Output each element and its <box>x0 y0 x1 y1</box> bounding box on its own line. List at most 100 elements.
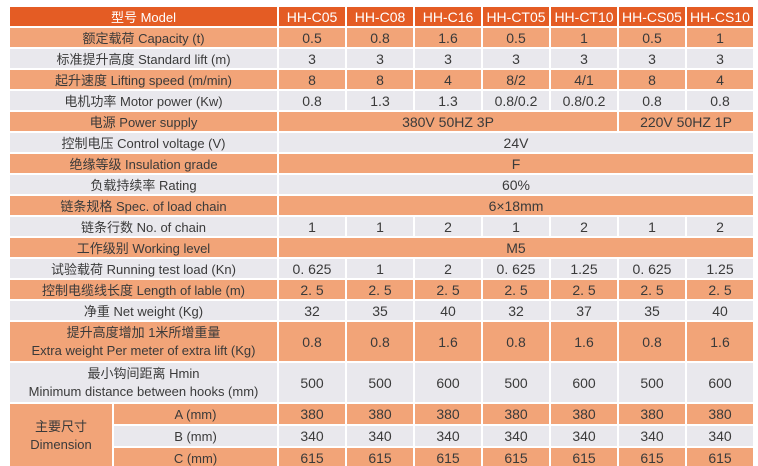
model-header: HH-CT05 <box>483 7 549 26</box>
value-cell: 40 <box>415 301 481 320</box>
value-cell: 6×18mm <box>279 196 753 215</box>
value-cell: 1 <box>619 217 685 236</box>
value-cell: 0.8 <box>347 322 413 361</box>
model-header: HH-C16 <box>415 7 481 26</box>
value-cell: 600 <box>551 363 617 402</box>
value-cell: 340 <box>279 426 345 446</box>
value-cell: 2. 5 <box>619 280 685 299</box>
value-cell: 340 <box>687 426 753 446</box>
row-label: 控制电压 Control voltage (V) <box>10 133 277 152</box>
value-cell: 615 <box>279 448 345 466</box>
dimension-group-label: 主要尺寸 Dimension <box>10 404 112 466</box>
value-cell: 600 <box>415 363 481 402</box>
value-cell: 0.8 <box>619 91 685 110</box>
value-cell: 3 <box>551 49 617 68</box>
value-cell: 380 <box>687 404 753 424</box>
value-cell: 1.6 <box>415 28 481 47</box>
value-cell: 500 <box>347 363 413 402</box>
header-row: 型号 Model HH-C05 HH-C08 HH-C16 HH-CT05 HH-CT10… <box>10 7 753 26</box>
table-row: 负载持续率 Rating 60% <box>10 175 753 194</box>
row-label: 最小钩间距离 Hmin Minimum distance between hook… <box>10 363 277 402</box>
value-cell: 0. 625 <box>619 259 685 278</box>
value-cell: 500 <box>279 363 345 402</box>
value-cell: 4 <box>415 70 481 89</box>
value-cell: 2 <box>415 259 481 278</box>
dimension-row: C (mm) 615 615 615 615 615 615 615 <box>10 448 753 466</box>
value-cell: 615 <box>687 448 753 466</box>
table-row: 提升高度增加 1米所增重量 Extra weight Per meter of e… <box>10 322 753 361</box>
value-cell: 32 <box>279 301 345 320</box>
row-label: 起升速度 Lifting speed (m/min) <box>10 70 277 89</box>
value-cell: 0.5 <box>279 28 345 47</box>
value-cell: 615 <box>347 448 413 466</box>
value-cell: 3 <box>415 49 481 68</box>
label-line-zh: 提升高度增加 1米所增重量 <box>66 324 221 340</box>
dimension-row: B (mm) 340 340 340 340 340 340 340 <box>10 426 753 446</box>
row-label: 电机功率 Motor power (Kw) <box>10 91 277 110</box>
value-cell: 340 <box>619 426 685 446</box>
value-cell: 615 <box>415 448 481 466</box>
value-cell: F <box>279 154 753 173</box>
model-header: HH-C08 <box>347 7 413 26</box>
value-cell: 615 <box>619 448 685 466</box>
model-header: HH-CS05 <box>619 7 685 26</box>
value-cell: 8 <box>279 70 345 89</box>
value-cell: 0.8/0.2 <box>551 91 617 110</box>
value-cell: 2. 5 <box>415 280 481 299</box>
value-cell: 3 <box>483 49 549 68</box>
label-line-zh: 主要尺寸 <box>34 419 87 435</box>
value-cell: 0.8 <box>483 322 549 361</box>
value-cell: 35 <box>619 301 685 320</box>
table-row: 起升速度 Lifting speed (m/min) 8 8 4 8/2 4/1 8 4 <box>10 70 753 89</box>
model-header: HH-CT10 <box>551 7 617 26</box>
value-cell: 1 <box>551 28 617 47</box>
spec-table-body: 型号 Model HH-C05 HH-C08 HH-C16 HH-CT05 HH-CT10… <box>10 7 753 466</box>
model-header: HH-CS10 <box>687 7 753 26</box>
value-cell: 500 <box>483 363 549 402</box>
table-row: 控制电压 Control voltage (V) 24V <box>10 133 753 152</box>
value-cell: 2. 5 <box>551 280 617 299</box>
value-cell: 0.5 <box>483 28 549 47</box>
value-cell: 380 <box>415 404 481 424</box>
value-cell: 40 <box>687 301 753 320</box>
dimension-row-label: A (mm) <box>114 404 277 424</box>
value-cell: 220V 50HZ 1P <box>619 112 753 131</box>
value-cell: 0.5 <box>619 28 685 47</box>
value-cell: 2 <box>551 217 617 236</box>
value-cell: 1.6 <box>687 322 753 361</box>
row-label: 绝缘等级 Insulation grade <box>10 154 277 173</box>
table-row: 工作级别 Working level M5 <box>10 238 753 257</box>
table-row: 绝缘等级 Insulation grade F <box>10 154 753 173</box>
value-cell: M5 <box>279 238 753 257</box>
value-cell: 1.3 <box>347 91 413 110</box>
table-row: 试验载荷 Running test load (Kn) 0. 625 1 2 0. 62… <box>10 259 753 278</box>
value-cell: 37 <box>551 301 617 320</box>
spec-table: 型号 Model HH-C05 HH-C08 HH-C16 HH-CT05 HH-CT10… <box>8 5 755 466</box>
row-label: 净重 Net weight (Kg) <box>10 301 277 320</box>
value-cell: 1 <box>347 259 413 278</box>
row-label: 链条规格 Spec. of load chain <box>10 196 277 215</box>
value-cell: 340 <box>415 426 481 446</box>
row-label: 试验载荷 Running test load (Kn) <box>10 259 277 278</box>
value-cell: 3 <box>687 49 753 68</box>
table-row: 电机功率 Motor power (Kw) 0.8 1.3 1.3 0.8/0.2 0.8… <box>10 91 753 110</box>
table-row: 额定载荷 Capacity (t) 0.5 0.8 1.6 0.5 1 0.5 1 <box>10 28 753 47</box>
model-header-label: 型号 Model <box>10 7 277 26</box>
table-row: 链条规格 Spec. of load chain 6×18mm <box>10 196 753 215</box>
value-cell: 60% <box>279 175 753 194</box>
value-cell: 1.3 <box>415 91 481 110</box>
row-label: 电源 Power supply <box>10 112 277 131</box>
value-cell: 1 <box>347 217 413 236</box>
row-label: 标准提升高度 Standard lift (m) <box>10 49 277 68</box>
value-cell: 3 <box>279 49 345 68</box>
value-cell: 0.8 <box>347 28 413 47</box>
row-label: 额定载荷 Capacity (t) <box>10 28 277 47</box>
value-cell: 2. 5 <box>483 280 549 299</box>
row-label: 链条行数 No. of chain <box>10 217 277 236</box>
value-cell: 8/2 <box>483 70 549 89</box>
value-cell: 615 <box>483 448 549 466</box>
table-row: 最小钩间距离 Hmin Minimum distance between hook… <box>10 363 753 402</box>
row-label: 工作级别 Working level <box>10 238 277 257</box>
dimension-row-label: B (mm) <box>114 426 277 446</box>
